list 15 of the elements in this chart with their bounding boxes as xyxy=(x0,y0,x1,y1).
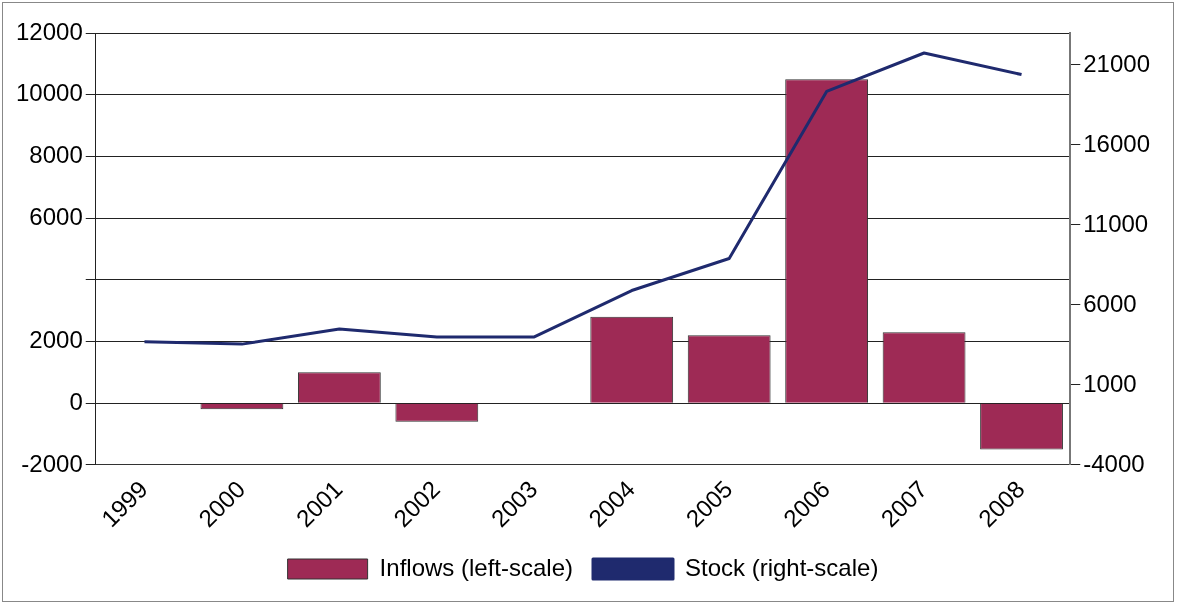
y2-tick-label: 16000 xyxy=(1083,129,1151,157)
y2-tick-label: 6000 xyxy=(1083,289,1137,317)
y-tick-label: 2000 xyxy=(29,326,83,354)
y-tick-label: 6000 xyxy=(29,202,83,230)
y-tick-label: 8000 xyxy=(29,141,83,169)
y-tick-label: 10000 xyxy=(15,79,83,107)
y2-tick-label: 11000 xyxy=(1083,209,1149,237)
y2-tick-label: 21000 xyxy=(1083,49,1151,77)
y-tick-label: -2000 xyxy=(21,449,83,477)
y-tick-label: 12000 xyxy=(15,17,83,45)
y2-tick-label: -4000 xyxy=(1083,449,1145,477)
y-tick-label: 0 xyxy=(69,387,83,415)
y2-tick-label: 1000 xyxy=(1083,369,1137,397)
legend-label: Stock (right-scale) xyxy=(685,553,879,581)
legend-label: Inflows (left-scale) xyxy=(379,553,574,581)
